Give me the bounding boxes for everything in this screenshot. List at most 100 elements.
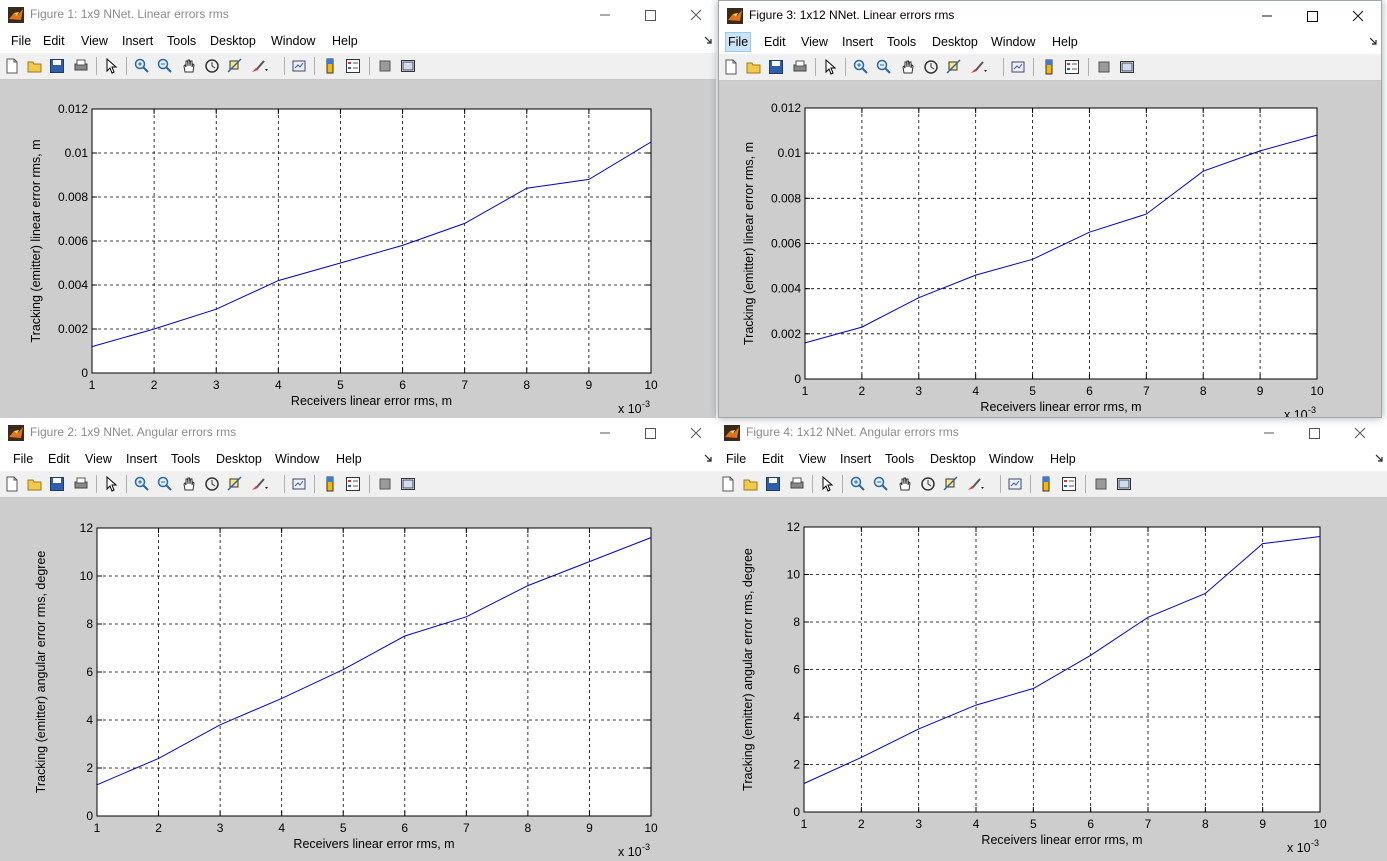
rotate-3d-icon[interactable]: [923, 59, 939, 75]
save-icon[interactable]: [765, 476, 781, 492]
menu-edit[interactable]: Edit: [48, 452, 70, 466]
open-file-icon[interactable]: [746, 59, 762, 75]
brush-icon[interactable]: [250, 58, 270, 74]
colorbar-icon[interactable]: [322, 58, 338, 74]
rotate-3d-icon[interactable]: [204, 476, 220, 492]
hide-plot-tools-icon[interactable]: [1093, 476, 1109, 492]
menu-file[interactable]: File: [726, 452, 747, 466]
show-plot-tools-icon[interactable]: [1119, 59, 1135, 75]
save-icon[interactable]: [49, 58, 65, 74]
menu-desktop[interactable]: Desktop: [930, 452, 976, 466]
menu-tools[interactable]: Tools: [167, 34, 197, 48]
open-file-icon[interactable]: [27, 58, 43, 74]
show-plot-tools-icon[interactable]: [1116, 476, 1132, 492]
zoom-out-icon[interactable]: [873, 476, 889, 492]
dock-arrow-icon[interactable]: [1375, 454, 1383, 462]
new-figure-icon[interactable]: [720, 476, 736, 492]
new-figure-icon[interactable]: [723, 59, 739, 75]
link-plot-icon[interactable]: [291, 58, 307, 74]
data-cursor-icon[interactable]: [227, 476, 243, 492]
edit-plot-pointer-icon[interactable]: [103, 58, 119, 74]
zoom-in-icon[interactable]: [853, 59, 869, 75]
figure-window-2[interactable]: Figure 2: 1x9 NNet. Angular errors rms F…: [0, 418, 716, 861]
maximize-icon[interactable]: [1300, 422, 1328, 444]
minimize-icon[interactable]: [1252, 5, 1280, 27]
legend-icon[interactable]: [345, 58, 361, 74]
pan-hand-icon[interactable]: [900, 59, 916, 75]
pan-hand-icon[interactable]: [181, 58, 197, 74]
hide-plot-tools-icon[interactable]: [377, 58, 393, 74]
zoom-in-icon[interactable]: [134, 476, 150, 492]
menu-file[interactable]: File: [11, 34, 32, 48]
menu-edit[interactable]: Edit: [764, 35, 786, 49]
data-cursor-icon[interactable]: [946, 59, 962, 75]
open-file-icon[interactable]: [27, 476, 43, 492]
data-cursor-icon[interactable]: [943, 476, 959, 492]
menu-insert[interactable]: Insert: [840, 452, 872, 466]
legend-icon[interactable]: [1061, 476, 1077, 492]
hide-plot-tools-icon[interactable]: [377, 476, 393, 492]
zoom-out-icon[interactable]: [876, 59, 892, 75]
minimize-icon[interactable]: [590, 422, 618, 444]
dock-arrow-icon[interactable]: [704, 454, 712, 462]
menu-help[interactable]: Help: [336, 452, 362, 466]
brush-icon[interactable]: [966, 476, 986, 492]
menu-file[interactable]: File: [13, 452, 34, 466]
title-bar[interactable]: Figure 4: 1x12 NNet. Angular errors rms: [716, 418, 1387, 449]
menu-window[interactable]: Window: [991, 35, 1036, 49]
save-icon[interactable]: [49, 476, 65, 492]
edit-plot-pointer-icon[interactable]: [822, 59, 838, 75]
link-plot-icon[interactable]: [1007, 476, 1023, 492]
new-figure-icon[interactable]: [4, 476, 20, 492]
maximize-icon[interactable]: [636, 422, 664, 444]
menu-view[interactable]: View: [81, 34, 108, 48]
zoom-out-icon[interactable]: [157, 58, 173, 74]
link-plot-icon[interactable]: [291, 476, 307, 492]
new-figure-icon[interactable]: [4, 58, 20, 74]
brush-icon[interactable]: [969, 59, 989, 75]
data-cursor-icon[interactable]: [227, 58, 243, 74]
menu-edit[interactable]: Edit: [43, 34, 65, 48]
link-plot-icon[interactable]: [1010, 59, 1026, 75]
menu-desktop[interactable]: Desktop: [216, 452, 262, 466]
close-icon[interactable]: [682, 422, 710, 444]
minimize-icon[interactable]: [1254, 422, 1282, 444]
menu-help[interactable]: Help: [1052, 35, 1078, 49]
menu-insert[interactable]: Insert: [122, 34, 154, 48]
open-file-icon[interactable]: [743, 476, 759, 492]
figure-window-3[interactable]: Figure 3: 1x12 NNet. Linear errors rms F…: [718, 0, 1382, 418]
close-icon[interactable]: [682, 4, 710, 26]
pan-hand-icon[interactable]: [181, 476, 197, 492]
close-icon[interactable]: [1346, 422, 1374, 444]
menu-view[interactable]: View: [799, 452, 826, 466]
edit-plot-pointer-icon[interactable]: [819, 476, 835, 492]
menu-help[interactable]: Help: [1050, 452, 1076, 466]
menu-window[interactable]: Window: [275, 452, 320, 466]
pan-hand-icon[interactable]: [897, 476, 913, 492]
zoom-in-icon[interactable]: [134, 58, 150, 74]
colorbar-icon[interactable]: [1038, 476, 1054, 492]
hide-plot-tools-icon[interactable]: [1096, 59, 1112, 75]
close-icon[interactable]: [1344, 5, 1372, 27]
colorbar-icon[interactable]: [322, 476, 338, 492]
menu-desktop[interactable]: Desktop: [210, 34, 256, 48]
menu-tools[interactable]: Tools: [887, 35, 917, 49]
maximize-icon[interactable]: [1298, 5, 1326, 27]
menu-insert[interactable]: Insert: [126, 452, 158, 466]
menu-desktop[interactable]: Desktop: [932, 35, 978, 49]
zoom-out-icon[interactable]: [157, 476, 173, 492]
print-icon[interactable]: [792, 59, 808, 75]
menu-insert[interactable]: Insert: [842, 35, 874, 49]
menu-tools[interactable]: Tools: [885, 452, 915, 466]
menu-help[interactable]: Help: [332, 34, 358, 48]
brush-icon[interactable]: [250, 476, 270, 492]
dock-arrow-icon[interactable]: [704, 36, 712, 44]
print-icon[interactable]: [73, 58, 89, 74]
maximize-icon[interactable]: [636, 4, 664, 26]
show-plot-tools-icon[interactable]: [400, 476, 416, 492]
title-bar[interactable]: Figure 1: 1x9 NNet. Linear errors rms: [0, 0, 716, 31]
figure-window-4[interactable]: Figure 4: 1x12 NNet. Angular errors rms …: [716, 418, 1387, 861]
colorbar-icon[interactable]: [1041, 59, 1057, 75]
title-bar[interactable]: Figure 3: 1x12 NNet. Linear errors rms: [719, 1, 1381, 32]
title-bar[interactable]: Figure 2: 1x9 NNet. Angular errors rms: [0, 418, 716, 449]
